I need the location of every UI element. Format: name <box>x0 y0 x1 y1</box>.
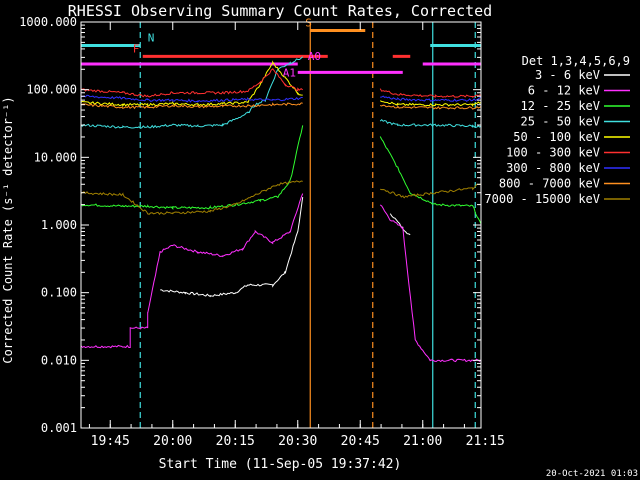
legend-entry-label: 50 - 100 keV <box>513 130 600 144</box>
series-line-3 <box>80 56 304 129</box>
series-line-8 <box>380 183 482 199</box>
axes: 1000.000 100.000 10.000 1.000 0.100 0.010 0.00… <box>19 15 505 449</box>
x-tick-label: 21:00 <box>403 434 442 449</box>
y-tick-label: 1000.000 <box>19 15 77 29</box>
legend-entry-label: 3 - 6 keV <box>535 68 600 82</box>
series-line-4 <box>80 60 303 108</box>
legend-entry-label: 300 - 800 keV <box>506 161 600 175</box>
legend-entry-label: 12 - 25 keV <box>521 99 600 113</box>
series-lines <box>80 56 482 363</box>
series-line-1 <box>379 204 482 363</box>
x-tick-label: 19:45 <box>91 434 130 449</box>
marker-label-f: F <box>133 42 140 55</box>
legend-entry-label: 7000 - 15000 keV <box>484 192 600 206</box>
y-tick-label: 100.000 <box>26 83 77 97</box>
series-line-5 <box>80 67 304 98</box>
series-line-1 <box>80 193 304 349</box>
legend-title: Det 1,3,4,5,6,9 <box>522 54 630 68</box>
legend-entry-label: 800 - 7000 keV <box>499 177 600 191</box>
series-line-6 <box>380 95 482 102</box>
legend-entry-label: 6 - 12 keV <box>528 84 600 98</box>
chart-title: RHESSI Observing Summary Count Rates, Co… <box>68 2 492 20</box>
series-line-8 <box>80 180 303 215</box>
series-line-3 <box>379 118 482 129</box>
series-line-7 <box>380 104 482 110</box>
y-axis-label: Corrected Count Rate (s⁻¹ detector⁻¹) <box>1 96 15 363</box>
marker-label-a1: A1 <box>283 66 296 79</box>
series-line-6 <box>80 94 303 103</box>
series-line-5 <box>379 88 481 98</box>
series-line-2 <box>379 136 482 225</box>
x-tick-label: 20:15 <box>216 434 255 449</box>
x-tick-label: 20:00 <box>153 434 192 449</box>
footer-timestamp: 20-Oct-2021 01:03 <box>546 469 638 479</box>
x-axis-label: Start Time (11-Sep-05 19:37:42) <box>159 457 402 472</box>
legend-entry-label: 25 - 50 keV <box>521 115 600 129</box>
y-tick-label: 0.010 <box>41 353 77 367</box>
y-tick-label: 1.000 <box>41 218 77 232</box>
legend-entry-label: 100 - 300 keV <box>506 146 600 160</box>
marker-label-n: N <box>148 31 155 44</box>
series-line-7 <box>80 102 303 110</box>
y-tick-label: 10.000 <box>34 150 77 164</box>
series-line-0 <box>160 197 304 298</box>
x-tick-label: 20:45 <box>341 434 380 449</box>
x-tick-label: 20:30 <box>278 434 317 449</box>
y-tick-label: 0.001 <box>41 421 77 435</box>
series-line-2 <box>80 125 304 211</box>
marker-label-s: S <box>305 16 312 29</box>
marker-label-a0: A0 <box>308 50 321 63</box>
y-tick-label: 0.100 <box>41 286 77 300</box>
series-line-4 <box>379 100 482 108</box>
x-tick-label: 21:15 <box>466 434 505 449</box>
